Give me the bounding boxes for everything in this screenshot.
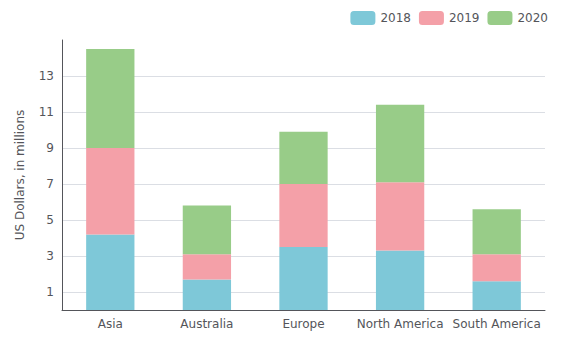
svg-text:Asia: Asia: [98, 317, 123, 331]
svg-text:Europe: Europe: [282, 317, 324, 331]
svg-text:9: 9: [46, 141, 54, 155]
svg-text:2019: 2019: [449, 11, 480, 25]
svg-text:Australia: Australia: [180, 317, 233, 331]
svg-text:11: 11: [39, 105, 54, 119]
svg-text:US Dollars, in millions: US Dollars, in millions: [13, 110, 27, 241]
svg-text:2020: 2020: [517, 11, 548, 25]
svg-text:North America: North America: [357, 317, 444, 331]
svg-text:1: 1: [46, 285, 54, 299]
svg-text:7: 7: [46, 177, 54, 191]
svg-text:3: 3: [46, 249, 54, 263]
svg-text:2018: 2018: [380, 11, 411, 25]
svg-text:South America: South America: [453, 317, 541, 331]
svg-text:13: 13: [39, 69, 54, 83]
svg-text:5: 5: [46, 213, 54, 227]
